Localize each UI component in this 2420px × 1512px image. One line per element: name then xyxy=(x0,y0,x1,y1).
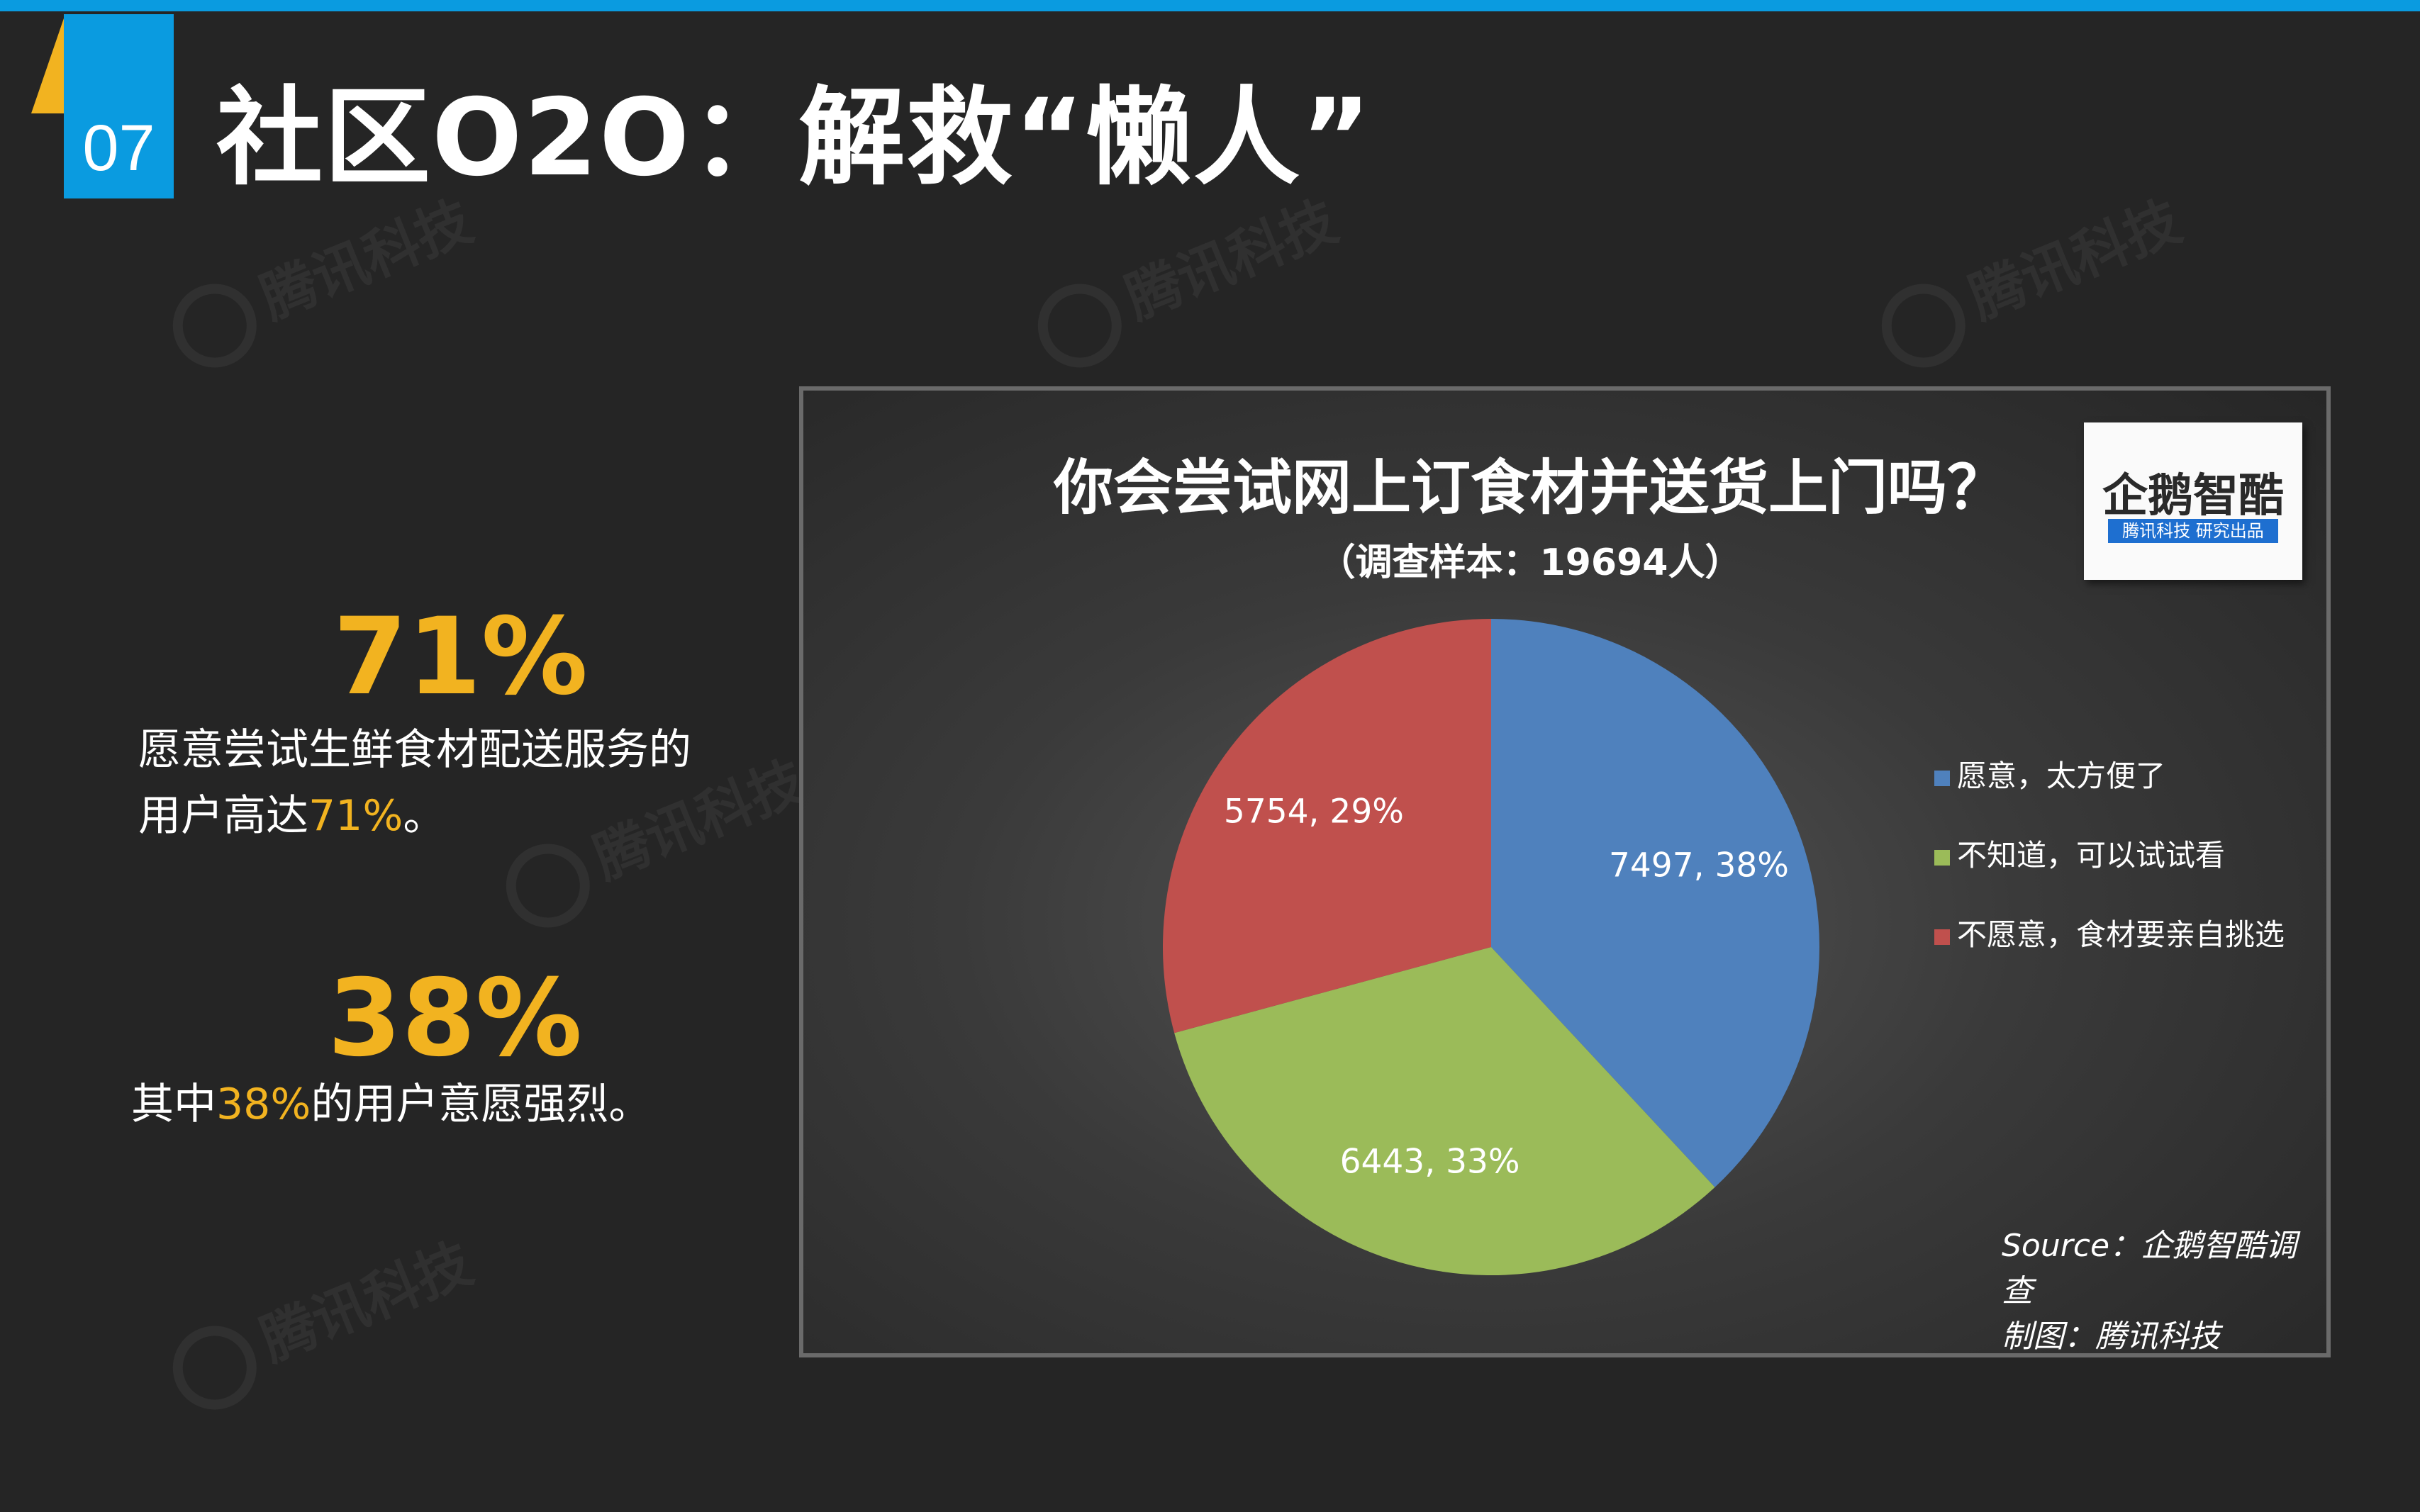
watermark: 腾讯科技 xyxy=(1867,178,2195,380)
highlight-percent: 38% xyxy=(216,1080,311,1129)
legend-label: 愿意，太方便了 xyxy=(1957,758,2166,793)
slide-number-badge: 07 xyxy=(64,14,174,198)
pie-slice-unsure xyxy=(1174,947,1715,1275)
pie-slice-unwilling xyxy=(1163,619,1491,1034)
legend-swatch xyxy=(1934,849,1950,866)
chart-subtitle: （调查样本：19694人） xyxy=(1318,542,1742,584)
slice-label-unsure: 6443, 33% xyxy=(1340,1143,1520,1182)
slide-number: 07 xyxy=(82,112,155,184)
highlight-percent: 71% xyxy=(308,791,403,841)
chart-source: Source：企鹅智酷调查 制图：腾讯科技 xyxy=(2002,1223,2326,1359)
source-line: Source：企鹅智酷调查 xyxy=(2002,1228,2297,1309)
legend-swatch xyxy=(1934,929,1950,945)
slice-label-unwilling: 5754, 29% xyxy=(1224,793,1404,831)
stat-desc-line: 愿意尝试生鲜食材配送服务的 xyxy=(138,725,691,775)
legend-label: 不知道，可以试试看 xyxy=(1957,838,2226,873)
legend-item-unwilling: 不愿意，食材要亲自挑选 xyxy=(1934,911,2285,990)
stat-71-description: 愿意尝试生鲜食材配送服务的 用户高达71%。 xyxy=(138,717,691,849)
stat-desc-line: 用户高达71%。 xyxy=(138,791,446,841)
corner-triangle-decoration xyxy=(31,14,65,113)
stat-38-description: 其中38%的用户意愿强烈。 xyxy=(131,1072,651,1138)
pie-slice-willing xyxy=(1491,619,1819,1187)
legend-label: 不愿意，食材要亲自挑选 xyxy=(1957,917,2285,952)
stat-38-percent: 38% xyxy=(328,965,582,1072)
watermark: 腾讯科技 xyxy=(158,178,486,380)
credit-line: 制图：腾讯科技 xyxy=(2002,1318,2220,1355)
watermark: 腾讯科技 xyxy=(158,1220,486,1422)
qie-zhiku-logo: 企鹅智酷 腾讯科技 研究出品 xyxy=(2084,422,2302,580)
legend-item-willing: 愿意，太方便了 xyxy=(1934,752,2285,831)
chart-title: 你会尝试网上订食材并送货上门吗？ xyxy=(1053,453,2007,522)
stat-desc-line: 其中38%的用户意愿强烈。 xyxy=(131,1080,652,1129)
legend-item-unsure: 不知道，可以试试看 xyxy=(1934,831,2285,911)
logo-subtitle: 腾讯科技 研究出品 xyxy=(2108,519,2278,543)
stat-71-percent: 71% xyxy=(333,604,588,710)
stat-value: 71% xyxy=(333,595,589,719)
page-title: 社区O2O：解救“懒人” xyxy=(216,77,1373,200)
legend-swatch xyxy=(1934,770,1950,786)
top-accent-bar xyxy=(0,0,2420,11)
pie-chart-panel: 你会尝试网上订食材并送货上门吗？ （调查样本：19694人） 企鹅智酷 腾讯科技… xyxy=(799,386,2331,1357)
watermark: 腾讯科技 xyxy=(1023,178,1351,380)
chart-legend: 愿意，太方便了不知道，可以试试看不愿意，食材要亲自挑选 xyxy=(1934,752,2285,990)
logo-name: 企鹅智酷 xyxy=(2102,470,2284,522)
pie-chart: 7497, 38% 6443, 33% 5754, 29% xyxy=(1163,619,1819,1275)
stat-value: 38% xyxy=(328,957,583,1080)
slice-label-willing: 7497, 38% xyxy=(1609,846,1789,885)
